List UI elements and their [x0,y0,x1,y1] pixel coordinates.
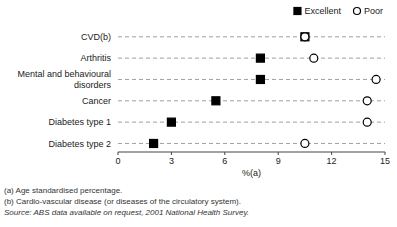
grid-line [118,100,385,101]
category-label-line: Arthritis [80,53,111,63]
x-tick [171,152,172,155]
series [150,33,309,148]
point [256,75,264,83]
grid [118,37,385,144]
point [363,97,371,105]
point [363,118,371,126]
category-label: Cancer [82,96,111,106]
x-tick [278,152,279,155]
grid-line [118,36,385,37]
y-tick-labels: CVD(b) Arthritis Mental and behaviouraldis… [17,32,111,149]
point [301,33,309,41]
x-tick-label: 15 [380,156,390,166]
grid-line [118,79,385,80]
point [372,75,380,83]
background [0,0,397,227]
legend-swatch [353,8,360,15]
footnote: (a) Age standardised percentage. [4,186,122,195]
category-label-line: CVD(b) [81,32,111,42]
category-label-line: Diabetes type 1 [48,117,111,127]
footnotes: (a) Age standardised percentage. (b) Card… [4,186,249,217]
category-label-line: disorders [74,80,112,90]
x-axis-label: %(a) [242,168,261,178]
x-tick [118,152,119,155]
chart: CVD(b) Arthritis Mental and behaviouraldis… [0,0,397,227]
x-tick [385,152,386,155]
x-tick-label: 3 [169,156,174,166]
series [301,33,380,148]
point [167,118,175,126]
category-label: Diabetes type 1 [48,117,111,127]
category-label: CVD(b) [81,32,111,42]
category-label-line: Mental and behavioural [17,69,111,79]
x-tick-label: 9 [276,156,281,166]
footnote: Source: ABS data available on request, 2… [4,208,249,217]
category-label: Diabetes type 2 [48,139,111,149]
x-tick-label: 12 [327,156,337,166]
point [212,97,220,105]
point [310,54,318,62]
marks [150,33,381,148]
category-label-line: Diabetes type 2 [48,139,111,149]
legend: Excellent Poor [294,6,383,16]
x-tick-label: 0 [115,156,120,166]
point [150,139,158,147]
grid-line [118,122,385,123]
point [301,139,309,147]
category-label-line: Cancer [82,96,111,106]
category-label: Arthritis [80,53,111,63]
point [301,33,309,41]
legend-swatch [294,8,301,15]
point [256,54,264,62]
x-tick [224,152,225,155]
x-axis: 0 3 6 9 12 15 [115,152,390,166]
footnote: (b) Cardio-vascular disease (or diseases… [4,197,241,206]
grid-line [118,58,385,59]
x-tick [331,152,332,155]
x-axis-line [118,152,385,153]
legend-label: Poor [364,6,383,16]
x-tick-label: 6 [222,156,227,166]
category-label: Mental and behaviouraldisorders [17,69,111,90]
legend-label: Excellent [304,6,341,16]
